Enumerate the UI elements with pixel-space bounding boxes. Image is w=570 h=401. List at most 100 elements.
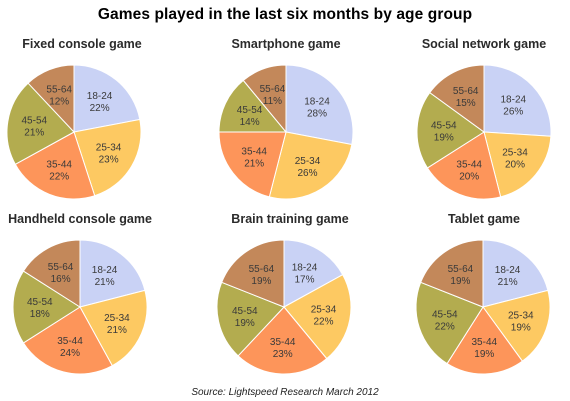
slice-value-label: 11% [263,96,282,107]
slice-value-label: 21% [244,159,264,170]
slice-category-label: 55-64 [260,84,286,95]
pie-slice-35-44 [22,306,113,375]
slice-value-label: 21% [498,277,518,288]
pie-slice-55-64 [221,239,285,308]
pie-slice-35-44 [446,306,524,375]
slice-value-label: 17% [294,274,314,285]
pie-slice-35-44 [237,306,328,375]
pie-slice-25-34 [79,289,148,367]
pie-slice-25-34 [483,131,552,198]
pie-slice-25-34 [482,289,551,362]
main-title: Games played in the last six months by a… [97,6,473,23]
pie-slice-55-64 [420,239,484,308]
slice-value-label: 21% [24,128,44,139]
slice-value-label: 21% [107,325,127,336]
pie-slice-45-54 [218,79,288,133]
slice-value-label: 19% [434,133,454,144]
pie-slice-25-34 [268,131,353,200]
pie-slice-35-44 [14,131,96,200]
slice-value-label: 22% [49,171,69,182]
pie-slice-35-44 [426,131,502,200]
slice-category-label: 25-34 [311,305,337,316]
slice-value-label: 19% [251,276,271,287]
slice-category-label: 55-64 [448,264,474,275]
pie-slice-18-24 [482,239,549,308]
chart-title-fixed-console: Fixed console game [22,37,142,51]
chart-title-brain-training: Brain training game [231,212,349,226]
slice-category-label: 45-54 [232,306,258,317]
slice-value-label: 28% [307,108,327,119]
pie-slice-18-24 [79,239,146,308]
pie-slice-45-54 [415,281,484,365]
chart-title-tablet: Tablet game [447,212,520,226]
pie-slice-18-24 [283,239,344,308]
slice-value-label: 19% [511,323,531,334]
slice-value-label: 21% [95,277,115,288]
slice-category-label: 45-54 [432,309,458,320]
slice-value-label: 22% [90,103,110,114]
slice-value-label: 20% [505,160,525,171]
pie-slice-45-54 [416,91,485,169]
slice-value-label: 26% [503,107,523,118]
pie-slice-18-24 [483,64,552,137]
pie-slice-55-64 [429,64,485,133]
slice-category-label: 35-44 [241,147,267,158]
slice-category-label: 45-54 [431,121,457,132]
slice-value-label: 24% [60,348,80,359]
slice-category-label: 25-34 [104,313,130,324]
slice-value-label: 22% [435,321,455,332]
slice-value-label: 19% [450,276,470,287]
slice-category-label: 18-24 [92,265,118,276]
slice-category-label: 25-34 [96,143,122,154]
slice-category-label: 18-24 [304,96,330,107]
source-note: Source: Lightspeed Research March 2012 [191,387,379,398]
slice-category-label: 45-54 [237,105,263,116]
slice-value-label: 18% [30,309,50,320]
slice-category-label: 35-44 [270,337,296,348]
pie-slice-45-54 [12,270,81,344]
slice-category-label: 45-54 [27,297,53,308]
slice-category-label: 55-64 [48,262,74,273]
pie-slice-18-24 [73,64,141,133]
chart-title-social-network: Social network game [421,37,547,51]
pie-slice-35-44 [218,131,287,198]
slice-value-label: 19% [474,349,494,360]
pie-slice-45-54 [6,82,75,165]
slice-value-label: 22% [313,317,333,328]
slice-category-label: 18-24 [292,262,318,273]
slice-category-label: 35-44 [472,337,498,348]
slice-category-label: 45-54 [22,116,48,127]
slice-value-label: 16% [51,274,71,285]
pie-slice-55-64 [27,64,75,134]
pie-slice-55-64 [22,239,81,308]
slice-category-label: 25-34 [295,156,321,167]
pie-slice-55-64 [242,64,287,134]
slice-value-label: 26% [297,168,317,179]
pie-slice-25-34 [73,118,142,197]
slice-value-label: 19% [235,318,255,329]
chart-title-smartphone: Smartphone game [231,37,341,51]
chart-title-handheld-console: Handheld console game [8,212,152,226]
slice-value-label: 23% [99,155,119,166]
slice-category-label: 55-64 [453,86,479,97]
slice-category-label: 18-24 [501,95,527,106]
slice-category-label: 18-24 [87,91,113,102]
slice-category-label: 25-34 [502,148,528,159]
slice-value-label: 12% [49,97,69,108]
slice-category-label: 55-64 [46,85,72,96]
pie-slice-18-24 [285,64,354,146]
pie-slice-25-34 [283,274,352,360]
slice-value-label: 14% [240,117,260,128]
slice-category-label: 35-44 [57,336,83,347]
slice-category-label: 35-44 [456,159,482,170]
slice-category-label: 25-34 [508,311,534,322]
slice-value-label: 20% [459,171,479,182]
slice-value-label: 15% [456,98,476,109]
slice-value-label: 23% [273,349,293,360]
